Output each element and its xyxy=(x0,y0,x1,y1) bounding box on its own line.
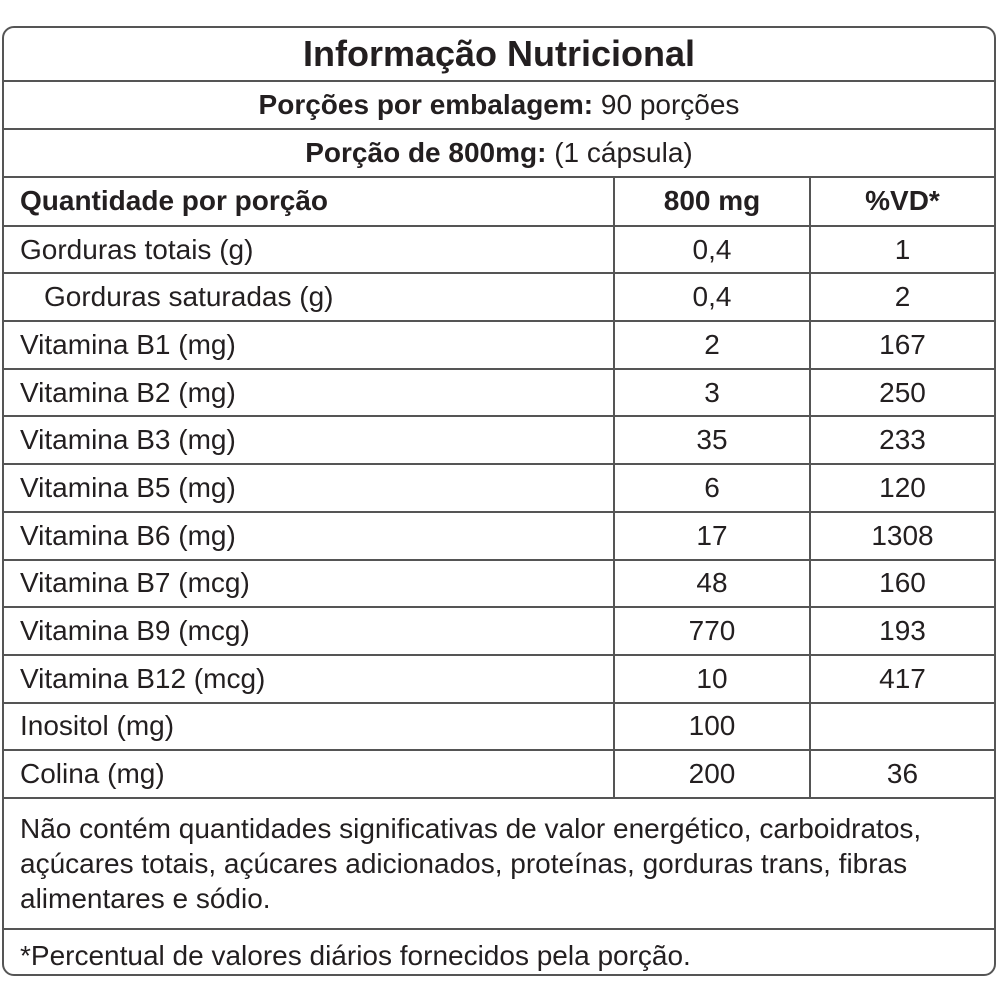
table-cell: 0,4 xyxy=(613,273,810,323)
table-cell: 167 xyxy=(809,321,994,370)
portion: Porção de 800mg: (1 cápsula) xyxy=(4,130,994,178)
table-cell: 3 xyxy=(613,368,810,418)
table-cell: 17 xyxy=(613,511,810,561)
table-cell: Colina (mg) xyxy=(4,750,614,799)
table-row: Vitamina B7 (mcg) 48 160 xyxy=(4,559,994,609)
table-row: Vitamina B12 (mcg) 10 417 xyxy=(4,654,994,704)
table-row: Gorduras totais (g) 0,4 1 xyxy=(4,225,994,275)
table-cell: 6 xyxy=(613,464,810,513)
table-cell: 193 xyxy=(809,607,994,656)
title: Informação Nutricional xyxy=(4,28,994,82)
table-row: Vitamina B6 (mg) 17 1308 xyxy=(4,511,994,561)
table-row: Quantidade por porção 800 mg %VD* xyxy=(4,178,994,227)
table-cell: 0,4 xyxy=(613,225,810,275)
table-cell: 417 xyxy=(809,654,994,704)
portion-text: (1 cápsula) xyxy=(554,137,693,168)
table-cell: 100 xyxy=(613,702,810,752)
table-cell: 233 xyxy=(809,416,994,466)
nutrition-label: Informação Nutricional Porções por embal… xyxy=(2,26,996,976)
table-cell: 200 xyxy=(613,750,810,799)
table-cell: 250 xyxy=(809,368,994,418)
table-cell: 120 xyxy=(809,464,994,513)
table-cell: 35 xyxy=(613,416,810,466)
table-row: Vitamina B1 (mg) 2 167 xyxy=(4,321,994,370)
table-cell: %VD* xyxy=(809,178,994,227)
table-cell: 48 xyxy=(613,559,810,609)
note: Não contém quantidades significativas de… xyxy=(4,799,994,930)
table-row: Gorduras saturadas (g) 0,4 2 xyxy=(4,273,994,323)
table-row: Inositol (mg) 100 xyxy=(4,702,994,752)
table-cell: 2 xyxy=(809,273,994,323)
table-cell: 36 xyxy=(809,750,994,799)
table-cell: Vitamina B2 (mg) xyxy=(4,368,614,418)
table-row: Vitamina B2 (mg) 3 250 xyxy=(4,368,994,418)
table-cell: 2 xyxy=(613,321,810,370)
table-row: Colina (mg) 200 36 xyxy=(4,750,994,799)
table-cell: 800 mg xyxy=(613,178,810,227)
table-cell: Vitamina B7 (mcg) xyxy=(4,559,614,609)
table-cell: Vitamina B5 (mg) xyxy=(4,464,614,513)
table-cell: 770 xyxy=(613,607,810,656)
table-row: Vitamina B3 (mg) 35 233 xyxy=(4,416,994,466)
table-cell: 1 xyxy=(809,225,994,275)
table-cell: Vitamina B6 (mg) xyxy=(4,511,614,561)
table-cell: 160 xyxy=(809,559,994,609)
table-cell: Gorduras totais (g) xyxy=(4,225,614,275)
table-cell: 10 xyxy=(613,654,810,704)
servings: Porções por embalagem: 90 porções xyxy=(4,82,994,130)
table-row: Vitamina B5 (mg) 6 120 xyxy=(4,464,994,513)
table-cell: Vitamina B1 (mg) xyxy=(4,321,614,370)
footnote: *Percentual de valores diários fornecido… xyxy=(20,939,691,971)
nutrition-table: Quantidade por porção 800 mg %VD* Gorduras … xyxy=(4,178,994,799)
table-cell: Inositol (mg) xyxy=(4,702,614,752)
empty-cell xyxy=(809,702,994,752)
table-row: Vitamina B9 (mcg) 770 193 xyxy=(4,607,994,656)
table-cell: Vitamina B3 (mg) xyxy=(4,416,614,466)
portion-label: Porção de 800mg: xyxy=(305,137,547,168)
table-cell: Vitamina B9 (mcg) xyxy=(4,607,614,656)
table-cell: Quantidade por porção xyxy=(4,178,614,227)
table-cell: Vitamina B12 (mcg) xyxy=(4,654,614,704)
servings-label: Porções por embalagem: xyxy=(258,89,594,120)
table-cell: Gorduras saturadas (g) xyxy=(4,273,614,323)
servings-text: 90 porções xyxy=(600,89,740,120)
table-cell: 1308 xyxy=(809,511,994,561)
